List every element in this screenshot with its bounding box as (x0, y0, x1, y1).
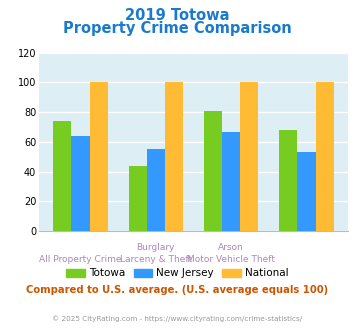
Bar (297, 152, 316, 231)
Bar (240, 82, 258, 231)
Bar (71, 136, 89, 231)
Bar (165, 82, 183, 231)
Legend: Totowa, New Jersey, National: Totowa, New Jersey, National (62, 264, 293, 282)
Text: Larceny & Theft: Larceny & Theft (120, 255, 192, 264)
Text: Burglary: Burglary (137, 243, 175, 252)
Bar (53, 121, 71, 231)
Bar (204, 111, 222, 231)
Bar (222, 131, 240, 231)
Text: Property Crime Comparison: Property Crime Comparison (63, 21, 292, 36)
Text: Motor Vehicle Theft: Motor Vehicle Theft (187, 255, 275, 264)
Bar (129, 166, 147, 231)
Bar (89, 82, 108, 231)
Text: © 2025 CityRating.com - https://www.cityrating.com/crime-statistics/: © 2025 CityRating.com - https://www.city… (53, 315, 302, 322)
Text: All Property Crime: All Property Crime (39, 255, 122, 264)
Bar (316, 82, 334, 231)
Bar (279, 130, 297, 231)
Text: Compared to U.S. average. (U.S. average equals 100): Compared to U.S. average. (U.S. average … (26, 285, 329, 295)
Text: Arson: Arson (218, 243, 244, 252)
Bar (147, 149, 165, 231)
Text: 2019 Totowa: 2019 Totowa (125, 8, 230, 23)
